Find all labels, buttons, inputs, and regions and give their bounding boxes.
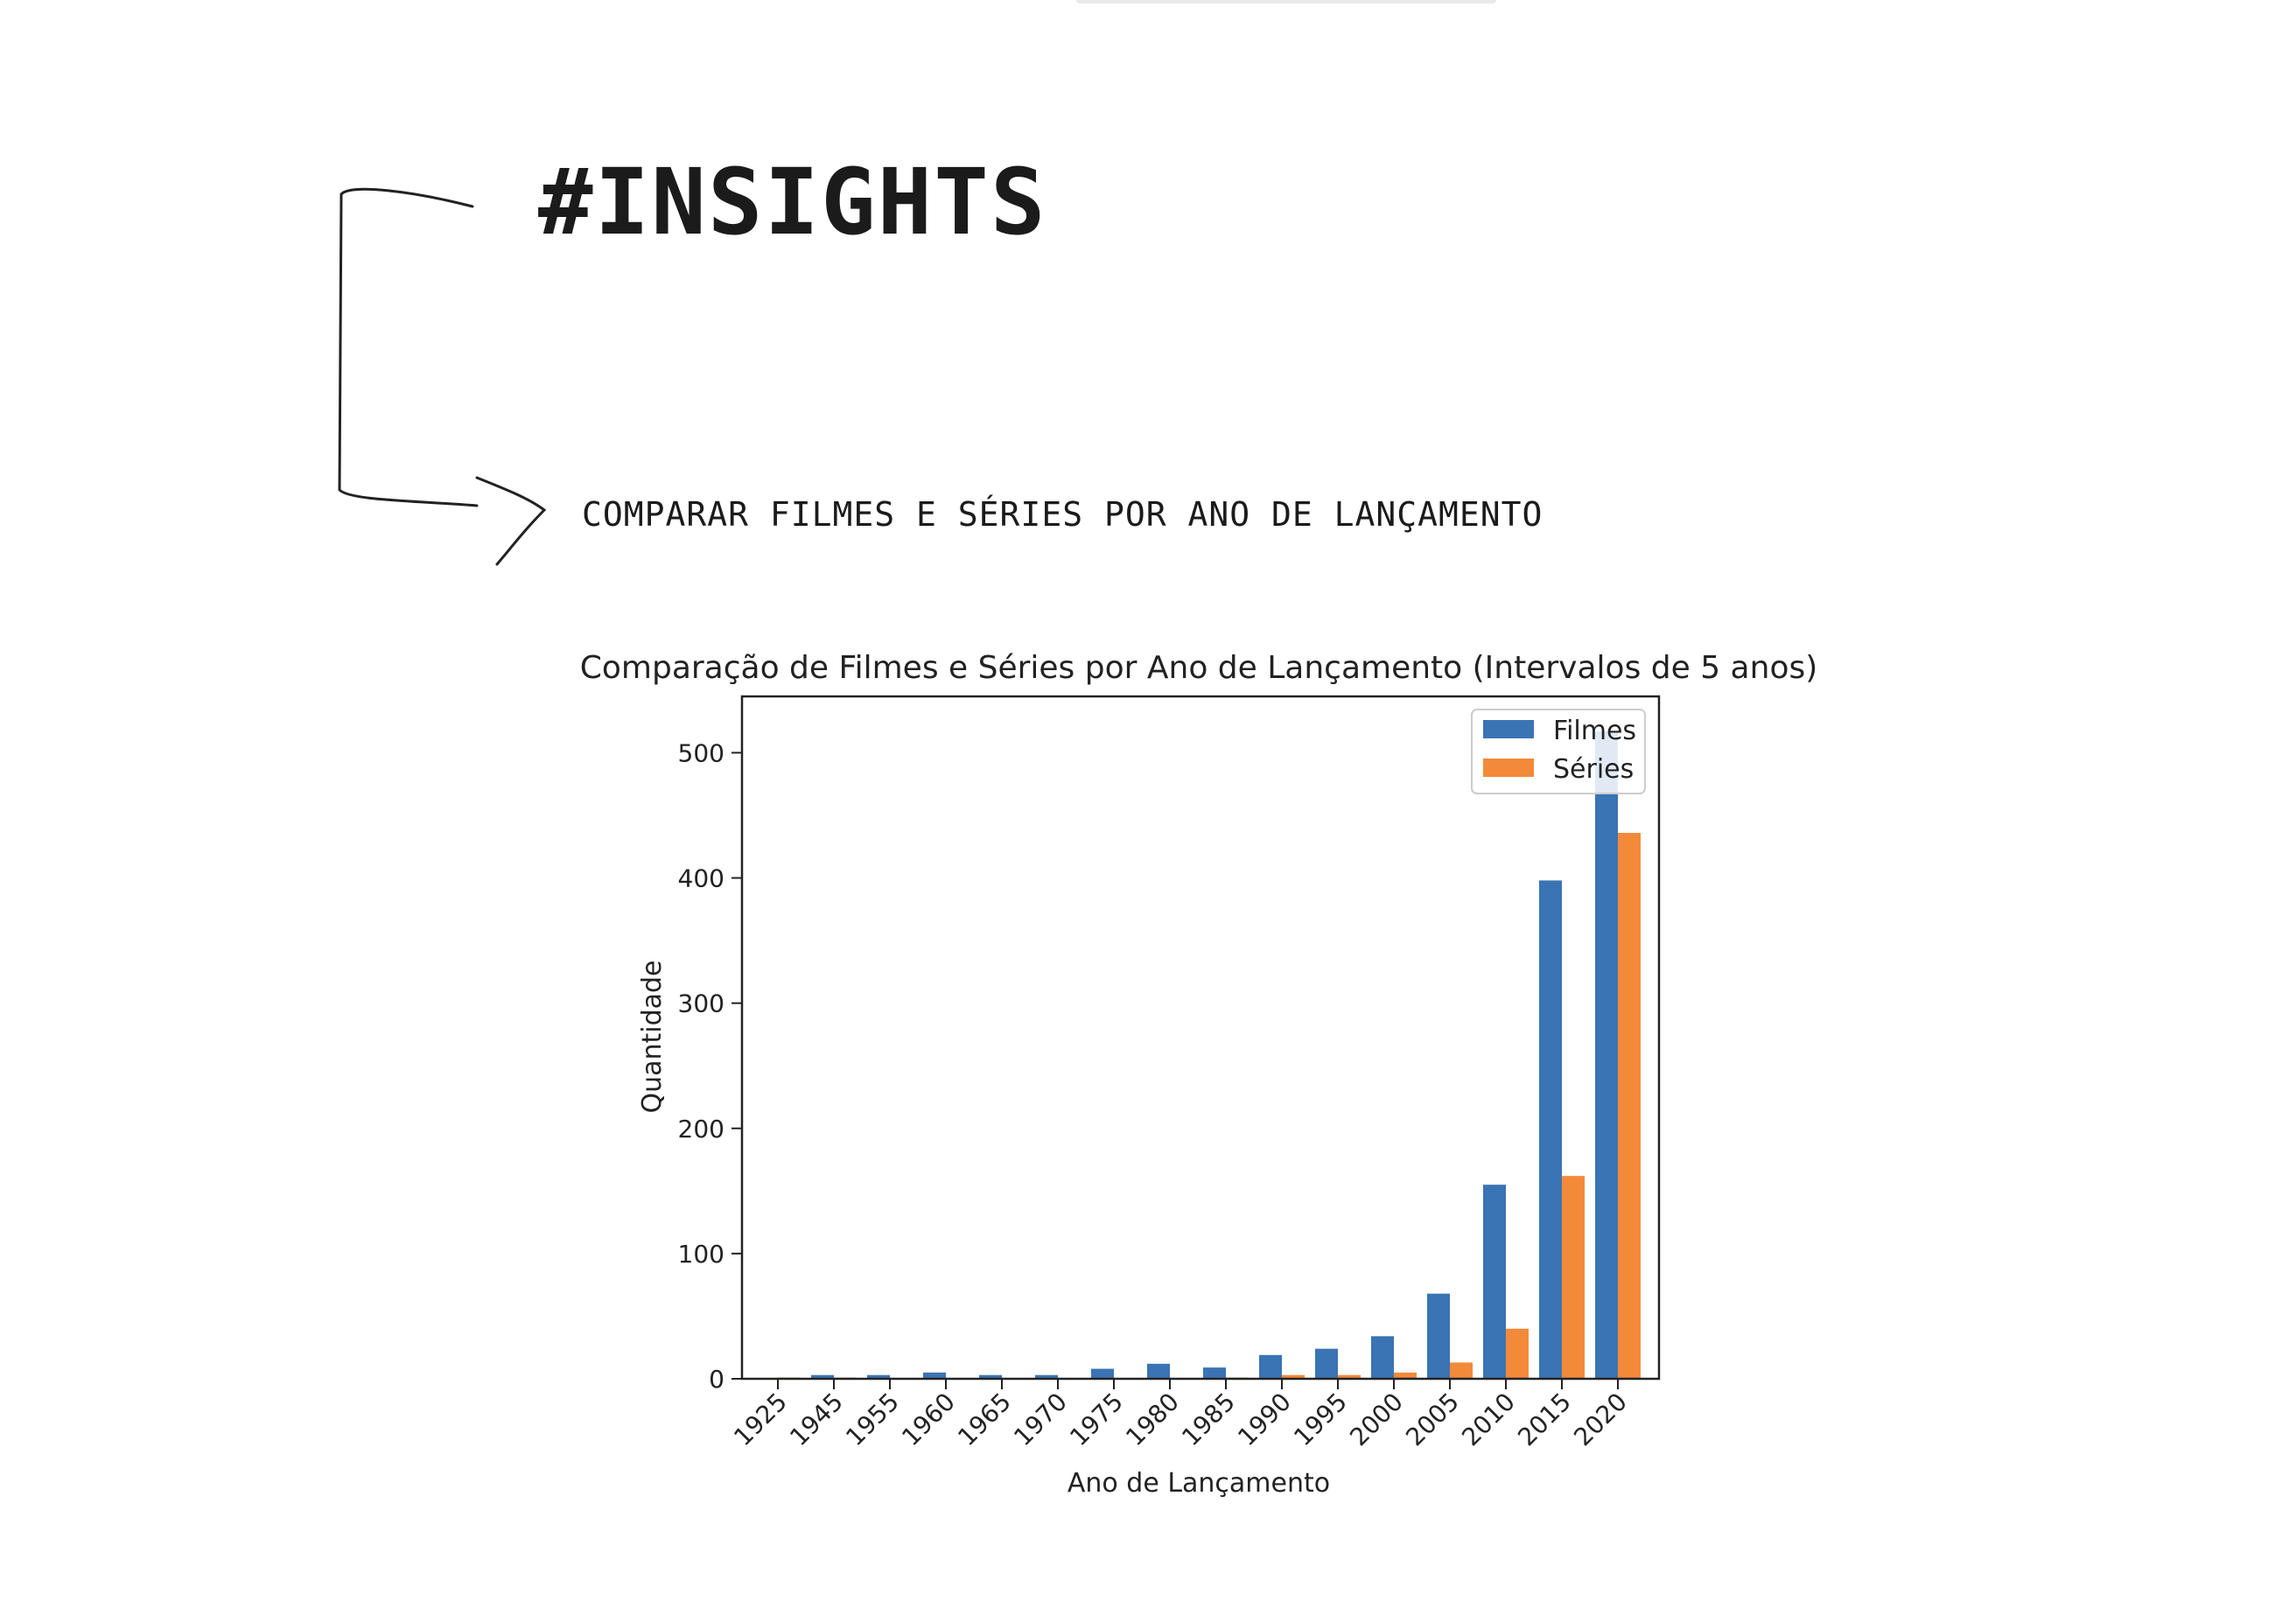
bar-filmes-2020 (1595, 731, 1618, 1379)
bar-filmes-1975 (1091, 1368, 1114, 1379)
top-shadow (1076, 0, 1496, 3)
bar-series-2005 (1450, 1362, 1473, 1379)
bar-filmes-1960 (923, 1372, 946, 1379)
page-title: #INSIGHTS (538, 149, 1047, 255)
x-tick-label: 1955 (840, 1388, 905, 1452)
x-tick-label: 1980 (1120, 1388, 1185, 1452)
bar-filmes-2005 (1427, 1293, 1450, 1379)
legend-label-series: Séries (1553, 754, 1634, 785)
x-tick-label: 1990 (1232, 1388, 1297, 1452)
plot-frame (740, 695, 1661, 1381)
y-tick-label: 200 (678, 1115, 724, 1143)
x-tick-label: 2010 (1456, 1388, 1521, 1452)
bar-series-2015 (1562, 1176, 1585, 1379)
x-tick-label: 2015 (1512, 1388, 1577, 1452)
y-tick-label: 0 (709, 1365, 724, 1394)
bar-filmes-1955 (867, 1374, 890, 1379)
bar-filmes-1995 (1315, 1348, 1338, 1379)
bar-filmes-1970 (1035, 1374, 1058, 1379)
x-tick-label: 1985 (1176, 1388, 1241, 1452)
x-tick-label: 1995 (1288, 1388, 1353, 1452)
bar-filmes-1980 (1147, 1363, 1170, 1379)
y-tick-label: 500 (678, 738, 724, 767)
chart-title: Comparação de Filmes e Séries por Ano de… (580, 650, 1818, 686)
x-tick-label: 2005 (1400, 1388, 1465, 1452)
bar-group (778, 731, 1641, 1379)
y-axis-label: Quantidade (637, 960, 668, 1113)
y-tick-label: 400 (678, 864, 724, 893)
bar-series-2020 (1618, 833, 1641, 1379)
x-tick-label: 1975 (1064, 1388, 1129, 1452)
bar-filmes-1990 (1259, 1354, 1282, 1379)
page-subtitle: COMPARAR FILMES E SÉRIES POR ANO DE LANÇ… (582, 495, 1544, 534)
x-axis: 1925194519551960196519701975198019851990… (728, 1379, 1633, 1451)
bar-series-1990 (1282, 1374, 1305, 1379)
bar-filmes-2015 (1539, 880, 1562, 1379)
legend-swatch-filmes (1483, 720, 1534, 738)
x-tick-label: 1965 (952, 1388, 1017, 1452)
bar-series-2000 (1394, 1372, 1417, 1379)
x-tick-label: 1925 (728, 1388, 793, 1452)
x-tick-label: 2020 (1568, 1388, 1633, 1452)
bar-filmes-2010 (1483, 1185, 1506, 1379)
bar-series-2010 (1506, 1328, 1529, 1379)
bar-series-1995 (1338, 1374, 1361, 1379)
x-tick-label: 2000 (1344, 1388, 1409, 1452)
bar-filmes-1945 (811, 1374, 834, 1379)
bar-filmes-2000 (1371, 1336, 1394, 1379)
bar-filmes-1965 (979, 1374, 1002, 1379)
x-tick-label: 1960 (896, 1388, 961, 1452)
legend-swatch-series (1483, 759, 1534, 777)
x-tick-label: 1970 (1008, 1388, 1073, 1452)
x-tick-label: 1945 (784, 1388, 849, 1452)
legend-label-filmes: Filmes (1553, 716, 1636, 746)
y-axis: 0 100 200 300 400 500 (678, 738, 742, 1394)
y-tick-label: 100 (678, 1240, 724, 1269)
bar-filmes-1985 (1203, 1367, 1226, 1379)
y-tick-label: 300 (678, 989, 724, 1018)
x-axis-label: Ano de Lançamento (1068, 1468, 1330, 1499)
legend: Filmes Séries (1471, 709, 1646, 794)
